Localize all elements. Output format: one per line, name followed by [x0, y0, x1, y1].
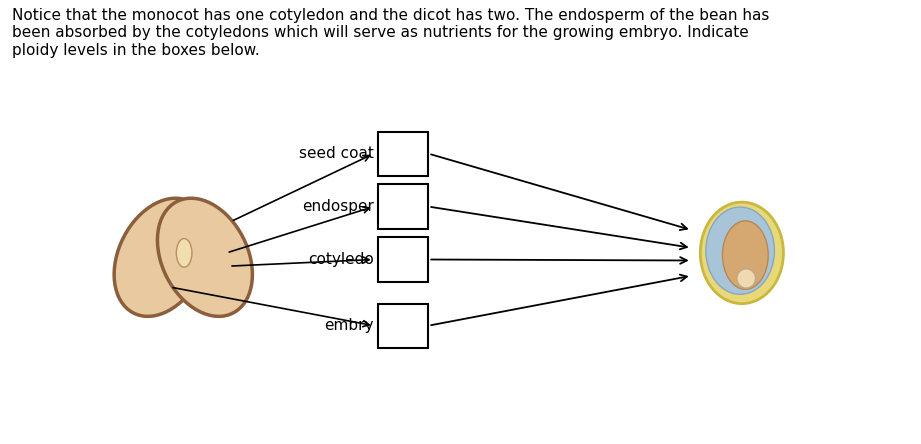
Text: Notice that the monocot has one cotyledon and the dicot has two. The endosperm o: Notice that the monocot has one cotyledo…: [12, 8, 769, 58]
Ellipse shape: [176, 238, 192, 267]
FancyBboxPatch shape: [379, 185, 428, 229]
Text: cotyledo: cotyledo: [308, 252, 374, 267]
Text: n: n: [399, 318, 408, 333]
FancyBboxPatch shape: [379, 304, 428, 348]
FancyBboxPatch shape: [379, 131, 428, 176]
Text: n: n: [399, 252, 408, 267]
Text: seed coat: seed coat: [299, 146, 374, 161]
Text: n: n: [399, 199, 408, 214]
Ellipse shape: [737, 269, 755, 288]
Ellipse shape: [722, 221, 768, 289]
Text: n: n: [399, 146, 408, 161]
Text: endosper: endosper: [302, 199, 374, 214]
FancyBboxPatch shape: [379, 238, 428, 281]
Text: embry: embry: [324, 318, 374, 333]
Ellipse shape: [157, 198, 252, 317]
Ellipse shape: [114, 198, 209, 317]
Ellipse shape: [705, 207, 775, 294]
Ellipse shape: [700, 202, 784, 304]
